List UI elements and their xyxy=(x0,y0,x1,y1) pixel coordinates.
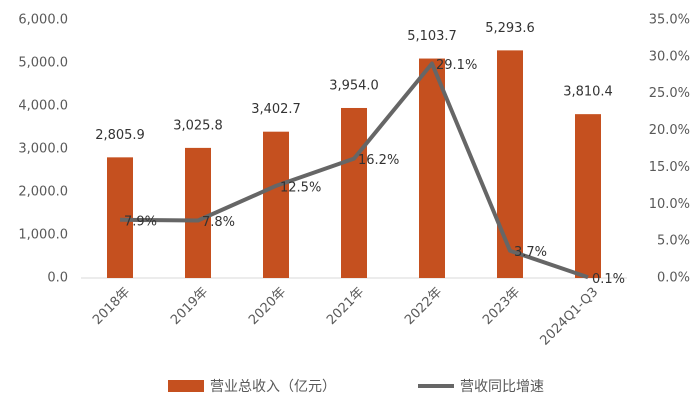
y2-tick-label: 35.0% xyxy=(649,13,690,28)
line-value-label: 12.5% xyxy=(280,180,321,195)
legend-label: 营收同比增速 xyxy=(460,379,544,395)
y-tick-label: 6,000.0 xyxy=(18,13,68,28)
x-tick-label: 2023年 xyxy=(480,285,523,328)
bar-value-label: 3,810.4 xyxy=(563,85,613,100)
bar xyxy=(263,131,289,278)
bar xyxy=(185,147,211,278)
y-tick-label: 3,000.0 xyxy=(18,142,68,157)
x-tick-label: 2018年 xyxy=(90,285,133,328)
line-value-label: 7.9% xyxy=(124,214,157,229)
y2-tick-label: 15.0% xyxy=(649,160,690,175)
bar xyxy=(497,50,523,278)
line-value-label: 7.8% xyxy=(202,215,235,230)
x-tick-label: 2020年 xyxy=(246,285,289,328)
bar-value-label: 2,805.9 xyxy=(95,128,145,143)
x-tick-label: 2022年 xyxy=(402,285,445,328)
y-tick-label: 5,000.0 xyxy=(18,56,68,71)
y-tick-label: 2,000.0 xyxy=(18,185,68,200)
bar-value-label: 3,025.8 xyxy=(173,118,223,133)
y2-tick-label: 10.0% xyxy=(649,197,690,212)
y-tick-label: 0.0 xyxy=(47,271,68,286)
legend-swatch xyxy=(168,380,204,392)
bar xyxy=(419,58,445,279)
y-tick-label: 4,000.0 xyxy=(18,99,68,114)
legend-label: 营业总收入（亿元） xyxy=(210,379,336,395)
bar xyxy=(107,157,133,278)
y2-tick-label: 25.0% xyxy=(649,86,690,101)
bar xyxy=(341,107,367,278)
line-value-label: 0.1% xyxy=(592,272,625,287)
bar-value-label: 5,103.7 xyxy=(407,29,457,44)
y-tick-label: 1,000.0 xyxy=(18,228,68,243)
x-tick-label: 2024Q1-Q3 xyxy=(537,285,601,349)
x-tick-label: 2021年 xyxy=(324,285,367,328)
line-value-label: 3.7% xyxy=(514,245,547,260)
bar-value-label: 5,293.6 xyxy=(485,21,535,36)
line-value-label: 29.1% xyxy=(436,58,477,73)
x-tick-label: 2019年 xyxy=(168,285,211,328)
y2-tick-label: 30.0% xyxy=(649,49,690,64)
bar-value-label: 3,954.0 xyxy=(329,78,379,93)
y2-tick-label: 5.0% xyxy=(657,234,690,249)
bar-value-label: 3,402.7 xyxy=(251,102,301,117)
y2-tick-label: 0.0% xyxy=(657,271,690,286)
y2-tick-label: 20.0% xyxy=(649,123,690,138)
line xyxy=(119,61,589,280)
line-value-label: 16.2% xyxy=(358,153,399,168)
bar xyxy=(575,114,601,278)
